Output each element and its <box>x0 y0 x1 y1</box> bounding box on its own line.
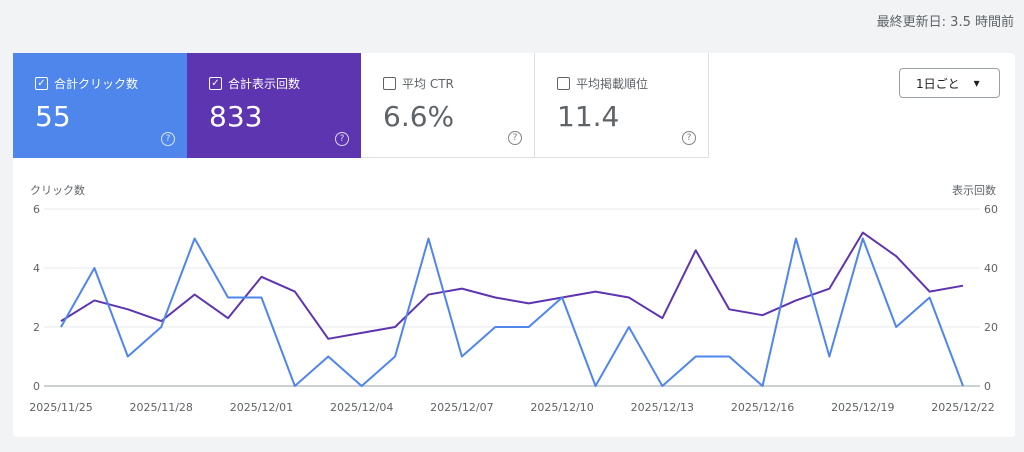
x-tick-label: 2025/12/07 <box>430 401 493 414</box>
last-updated: 最終更新日: 3.5 時間前 <box>876 15 1014 30</box>
metric-label: 平均 CTR <box>402 77 454 91</box>
left-tick-label: 0 <box>33 380 40 393</box>
granularity-value: 1日ごと <box>916 76 960 91</box>
metric-label: 平均掲載順位 <box>576 77 649 91</box>
left-tick-label: 4 <box>33 262 40 275</box>
checkbox-unchecked-icon[interactable] <box>383 77 396 90</box>
x-tick-label: 2025/12/13 <box>631 401 694 414</box>
metric-tile-clicks[interactable]: ✓ 合計クリック数 55 ? <box>13 53 187 158</box>
performance-card: ✓ 合計クリック数 55 ? ✓ 合計表示回数 833 ? 平均 CTR 6.6% … <box>13 53 1015 437</box>
metric-label: 合計表示回数 <box>228 77 301 91</box>
right-tick-label: 0 <box>984 380 991 393</box>
x-tick-label: 2025/11/28 <box>130 401 193 414</box>
left-tick-label: 2 <box>33 321 40 334</box>
metric-value: 11.4 <box>557 100 620 133</box>
checkbox-checked-icon[interactable]: ✓ <box>209 77 222 90</box>
x-tick-label: 2025/12/22 <box>931 401 994 414</box>
series-line-right <box>60 231 964 340</box>
x-tick-label: 2025/12/16 <box>731 401 794 414</box>
granularity-dropdown[interactable]: 1日ごと ▾ <box>899 68 1000 98</box>
right-tick-label: 40 <box>984 262 998 275</box>
help-icon[interactable]: ? <box>682 131 696 145</box>
x-tick-label: 2025/12/01 <box>230 401 293 414</box>
help-icon[interactable]: ? <box>161 132 175 146</box>
checkbox-unchecked-icon[interactable] <box>557 77 570 90</box>
help-icon[interactable]: ? <box>508 131 522 145</box>
x-tick-label: 2025/12/19 <box>831 401 894 414</box>
x-tick-label: 2025/11/25 <box>29 401 92 414</box>
metric-value: 55 <box>35 100 71 133</box>
series-line-left <box>60 237 964 387</box>
right-tick-label: 60 <box>984 203 998 216</box>
checkbox-checked-icon[interactable]: ✓ <box>35 77 48 90</box>
metric-label: 合計クリック数 <box>54 77 139 91</box>
right-tick-label: 20 <box>984 321 998 334</box>
left-axis-title: クリック数 <box>30 184 85 197</box>
dropdown-arrow-icon: ▾ <box>973 76 980 90</box>
metric-tile-position[interactable]: 平均掲載順位 11.4 ? <box>535 53 709 158</box>
metric-tile-ctr[interactable]: 平均 CTR 6.6% ? <box>361 53 535 158</box>
metric-tile-impressions[interactable]: ✓ 合計表示回数 833 ? <box>187 53 361 158</box>
x-tick-label: 2025/12/04 <box>330 401 393 414</box>
left-tick-label: 6 <box>33 203 40 216</box>
x-tick-label: 2025/12/10 <box>530 401 593 414</box>
metric-value: 833 <box>209 100 263 133</box>
right-axis-title: 表示回数 <box>952 183 996 197</box>
metric-value: 6.6% <box>383 100 455 133</box>
help-icon[interactable]: ? <box>335 132 349 146</box>
